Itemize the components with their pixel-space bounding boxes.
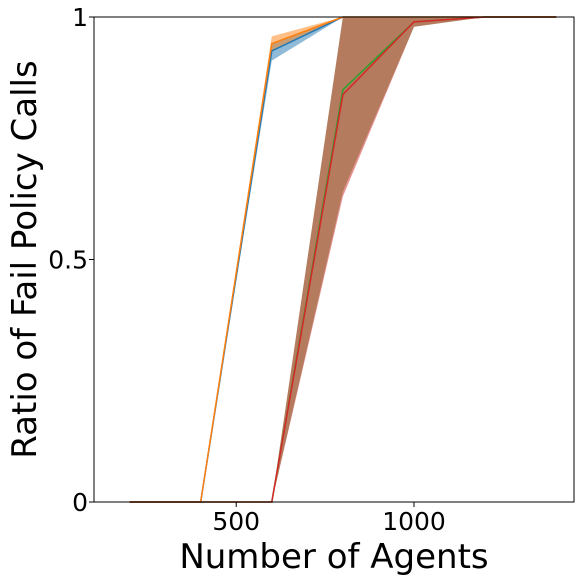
y-tick-label: 0.5 xyxy=(48,246,88,275)
y-tick-label: 1 xyxy=(72,3,88,32)
x-tick-label: 1000 xyxy=(382,507,446,536)
confidence-bands xyxy=(129,17,557,502)
y-tick-label: 0 xyxy=(72,488,88,517)
series-3-line xyxy=(129,16,557,503)
y-axis-label: Ratio of Fail Policy Calls xyxy=(5,60,45,458)
series-4-band xyxy=(129,17,557,502)
series-lines xyxy=(129,16,557,503)
y-axis-ticks: 00.51 xyxy=(48,3,94,517)
x-tick-label: 500 xyxy=(212,507,260,536)
x-axis-label: Number of Agents xyxy=(179,537,488,577)
x-axis-ticks: 500 1000 xyxy=(212,502,446,536)
